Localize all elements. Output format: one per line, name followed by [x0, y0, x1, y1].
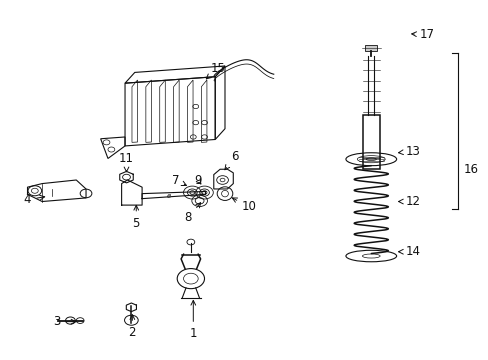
Text: 12: 12	[398, 195, 419, 208]
Text: 17: 17	[411, 28, 434, 41]
Text: 3: 3	[53, 315, 76, 328]
Text: e: e	[166, 193, 171, 199]
Text: 14: 14	[398, 245, 419, 258]
Text: 10: 10	[232, 198, 256, 213]
Text: 16: 16	[463, 163, 478, 176]
Text: 7: 7	[171, 174, 186, 186]
Text: 15: 15	[206, 62, 224, 79]
Text: 1: 1	[189, 300, 197, 340]
Text: 4: 4	[24, 193, 44, 206]
Text: 2: 2	[128, 315, 136, 339]
Text: 11: 11	[119, 152, 134, 172]
Text: 9: 9	[194, 174, 202, 186]
Text: 5: 5	[132, 206, 140, 230]
Text: 6: 6	[224, 150, 238, 170]
Text: 13: 13	[398, 145, 419, 158]
Text: 8: 8	[184, 203, 200, 224]
Polygon shape	[365, 45, 376, 51]
